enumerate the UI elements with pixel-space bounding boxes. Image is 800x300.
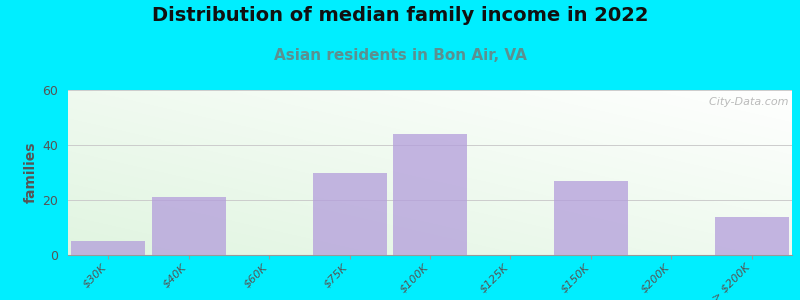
Text: Distribution of median family income in 2022: Distribution of median family income in … (152, 6, 648, 25)
Bar (714, 217, 789, 255)
Bar (554, 181, 628, 255)
Text: Asian residents in Bon Air, VA: Asian residents in Bon Air, VA (274, 48, 526, 63)
Y-axis label: families: families (24, 142, 38, 203)
Bar (71, 241, 146, 255)
Bar (393, 134, 467, 255)
Bar (313, 172, 386, 255)
Bar (152, 197, 226, 255)
Text: City-Data.com: City-Data.com (702, 97, 788, 106)
